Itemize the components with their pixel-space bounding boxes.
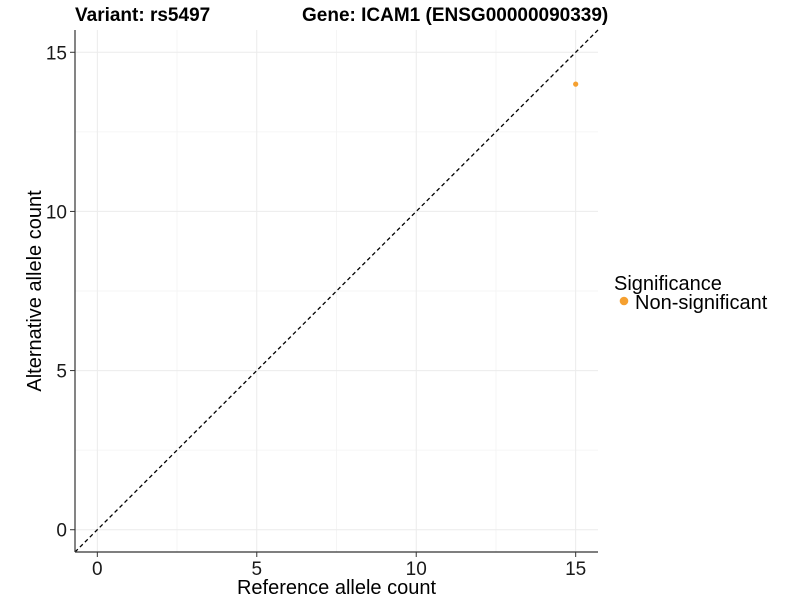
data-points [573,81,579,87]
axis-ticks: 0 5 10 15 0 5 10 15 [46,43,586,580]
chart-title-gene: Gene: ICAM1 (ENSG00000090339) [302,5,608,26]
y-tick-label: 10 [46,202,67,223]
legend: Significance Non-significant [614,273,768,314]
grid-lines [75,30,598,552]
legend-key-point [619,296,629,306]
x-tick-label: 0 [92,559,103,580]
y-tick-label: 0 [56,521,67,542]
x-axis-label: Reference allele count [237,577,436,599]
y-axis-label: Alternative allele count [24,190,46,392]
legend-title: Significance [614,273,722,295]
data-point [573,81,579,87]
chart-title-variant: Variant: rs5497 [75,5,210,26]
x-tick-label: 10 [406,559,427,580]
x-tick-label: 15 [565,559,586,580]
y-tick-label: 5 [56,362,67,383]
y-tick-label: 15 [46,43,67,64]
legend-entries: Non-significant [619,292,768,314]
legend-entry-label: Non-significant [635,292,768,314]
x-tick-label: 5 [251,559,262,580]
